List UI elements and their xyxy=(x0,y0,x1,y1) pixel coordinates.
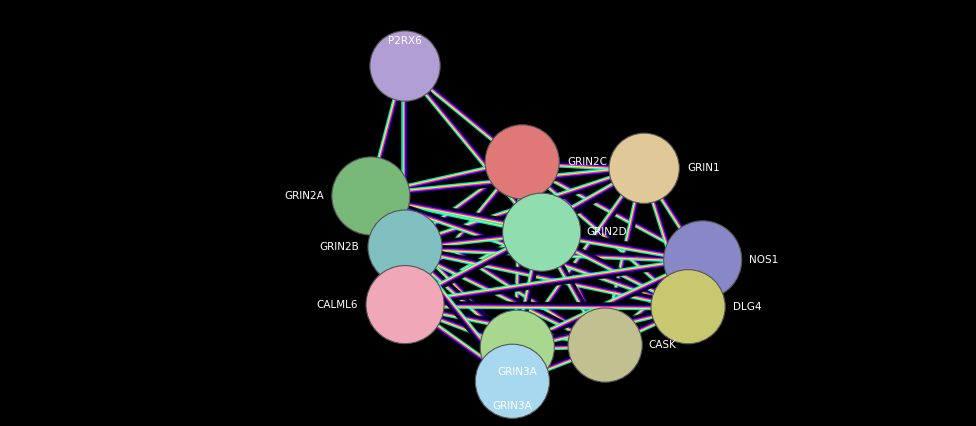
Text: GRIN2D: GRIN2D xyxy=(587,227,628,237)
Text: GRIN2B: GRIN2B xyxy=(319,242,359,252)
Ellipse shape xyxy=(332,157,410,235)
Ellipse shape xyxy=(368,210,442,284)
Ellipse shape xyxy=(480,310,554,384)
Text: GRIN2A: GRIN2A xyxy=(284,191,324,201)
Text: GRIN3A: GRIN3A xyxy=(493,401,532,411)
Ellipse shape xyxy=(568,308,642,382)
Text: GRIN1: GRIN1 xyxy=(687,163,719,173)
Text: CALML6: CALML6 xyxy=(316,299,358,310)
Text: GRIN3A: GRIN3A xyxy=(498,367,537,377)
Ellipse shape xyxy=(370,31,440,101)
Ellipse shape xyxy=(366,265,444,344)
Ellipse shape xyxy=(485,125,559,199)
Ellipse shape xyxy=(503,193,581,271)
Ellipse shape xyxy=(609,133,679,203)
Text: GRIN2C: GRIN2C xyxy=(567,157,607,167)
Ellipse shape xyxy=(651,270,725,344)
Ellipse shape xyxy=(475,344,549,418)
Text: NOS1: NOS1 xyxy=(749,255,778,265)
Text: CASK: CASK xyxy=(648,340,676,350)
Text: DLG4: DLG4 xyxy=(733,302,761,312)
Ellipse shape xyxy=(664,221,742,299)
Text: P2RX6: P2RX6 xyxy=(388,36,422,46)
